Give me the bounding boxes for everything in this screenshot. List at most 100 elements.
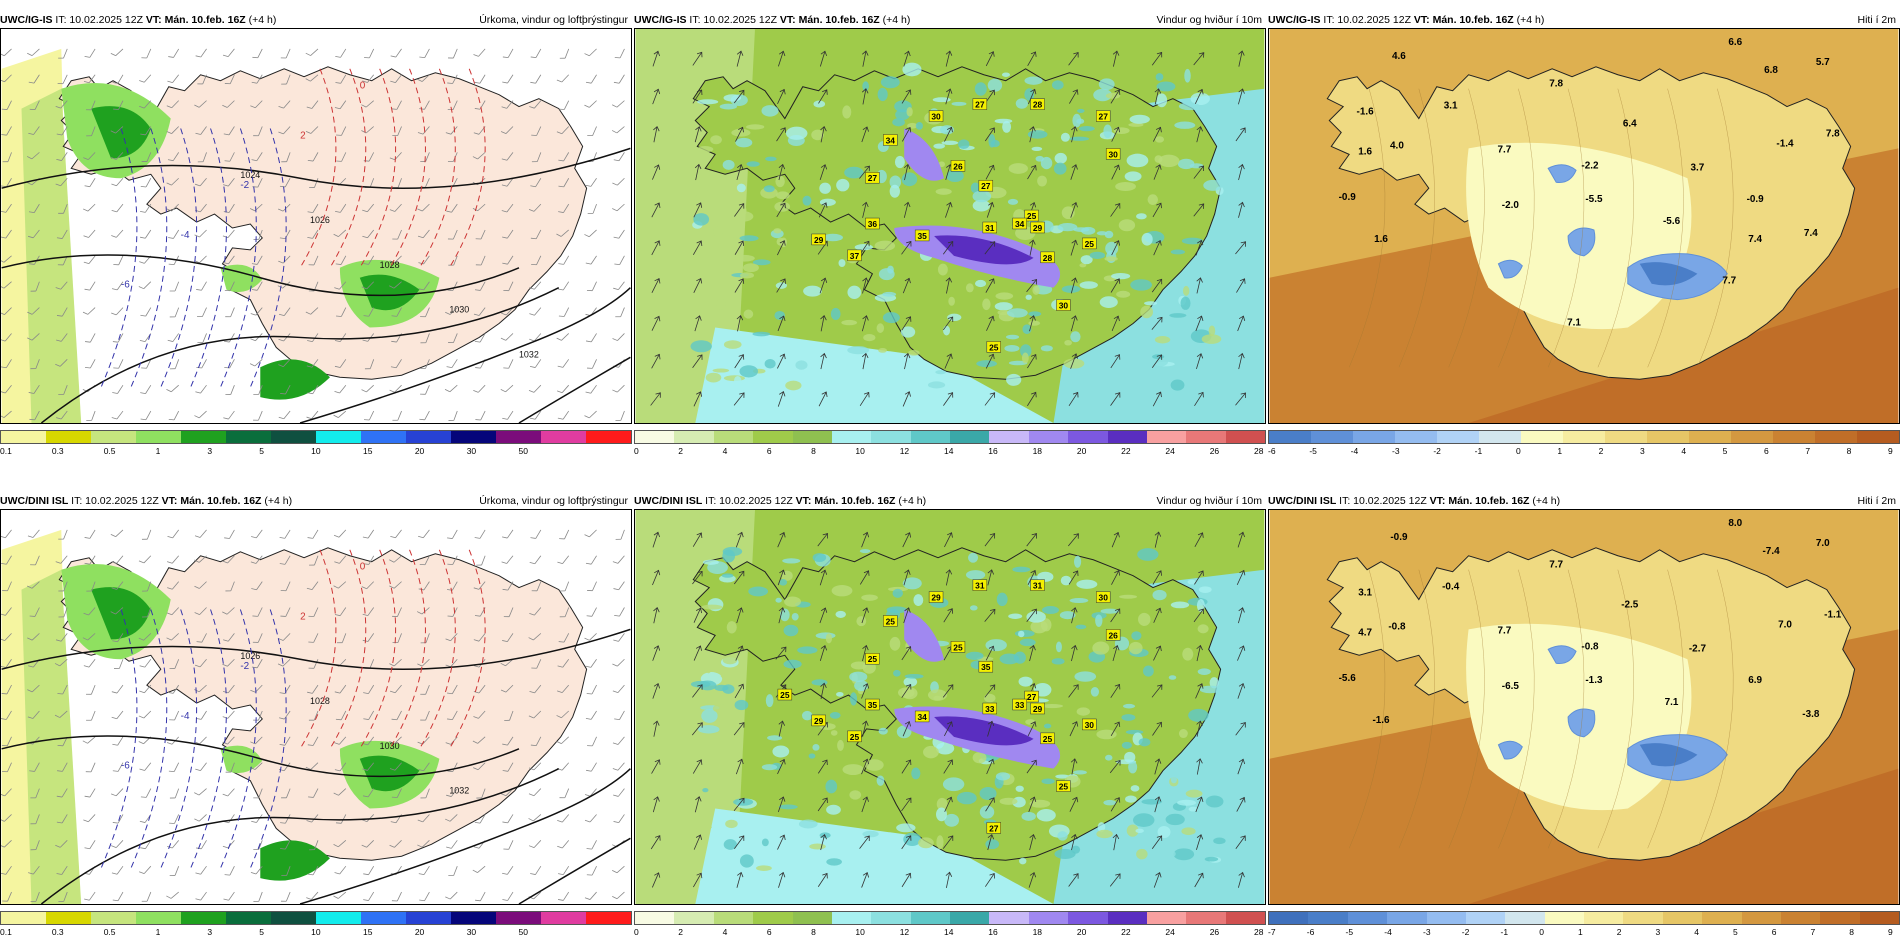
colorbar-tick-label: 15 [362,446,373,456]
wind-barb [476,555,486,566]
colorbar-swatch [1426,912,1466,924]
wind-speed-patch [1198,586,1212,593]
wind-barb [615,529,625,540]
wind-barb [167,333,180,342]
wind-speed-patch [941,140,959,145]
wind-speed-patch [1061,285,1081,293]
wind-barb [225,385,235,395]
svg-text:25: 25 [850,732,860,742]
wind-barb [111,788,124,797]
wind-barb [82,203,96,212]
wind-arrow [734,835,745,849]
wind-arrow [777,531,786,548]
wind-speed-patch [1136,848,1148,860]
wind-arrow [651,872,661,888]
wind-barb [1,307,12,315]
wind-barb [557,814,570,823]
wind-barb [559,581,570,592]
wind-barb [141,152,152,162]
wind-barb [1,203,12,213]
wind-speed-patch [1103,799,1117,806]
gust-value-badge: 26 [1105,629,1121,641]
wind-barb [1,48,12,57]
wind-speed-patch [1074,671,1097,682]
colorbar-swatch [1107,431,1147,443]
colorbar-swatch [1308,912,1348,924]
wind-speed-patch [836,691,844,697]
temperature-value: -2.7 [1689,643,1707,654]
wind-barb [529,684,542,694]
wind-barb [27,684,40,693]
wind-barb [390,48,402,58]
wind-arrow [1235,392,1246,406]
wind-arrow [693,391,703,407]
wind-speed-patch [694,193,710,204]
svg-text:29: 29 [1033,704,1043,714]
colorbar-tick-label: 50 [518,446,528,456]
forecast-map[interactable]: 4.6 6.6 5.7 6.8 -1.6 3.1 7.8 1.6 4.0 6.4 7.7 -1.4 7.… [1268,28,1900,424]
wind-speed-patch [1155,73,1164,81]
wind-barb [528,788,542,797]
wind-speed-patch [811,129,824,141]
wind-arrow [734,683,745,699]
wind-barb [84,788,96,798]
wind-speed-patch [757,857,765,866]
colorbar-tick-label: 26 [1209,446,1220,456]
wind-arrow [1194,532,1204,548]
wind-barb [251,659,263,669]
forecast-map[interactable]: 1024 1026 1028 1030 1032 0 2 -2 -4 -6 [0,28,632,424]
wind-arrow [859,835,870,849]
svg-text:25: 25 [868,654,878,664]
svg-text:35: 35 [868,700,878,710]
wind-arrow [1151,835,1163,849]
colorbar-swatch [635,912,675,924]
wind-barb [503,607,514,618]
wind-arrow [1027,569,1037,585]
temperature-value: -5.6 [1663,216,1681,227]
wind-barb [280,385,291,395]
land-outline [58,66,588,380]
wind-arrow [736,607,744,624]
wind-speed-patch [1143,665,1154,677]
temperature-label: -6 [121,761,130,772]
wind-barb [391,100,402,110]
colorbar-tick-label: -4 [1350,446,1359,456]
forecast-map[interactable]: 1026 1028 1030 1032 0 2 -2 -4 -6 [0,509,632,905]
wind-arrow [1111,126,1120,142]
temperature-value: 7.0 [1816,538,1830,549]
wind-arrow [778,163,786,181]
wind-barb [251,152,263,162]
wind-speed-patch [1053,162,1067,175]
forecast-map[interactable]: -0.9 8.0 7.0 -7.4 3.1 -0.4 7.7 4.7 -0.8 -2.5 7.7 7.… [1268,509,1900,905]
wind-speed-patch [812,553,827,563]
wind-arrow [652,88,661,105]
wind-speed-patch [783,659,802,669]
wind-speed-patch [882,291,897,297]
wind-speed-patch [1130,785,1140,792]
wind-speed-patch [892,118,905,127]
wind-barb [194,736,207,745]
wind-speed-patch [1022,324,1032,335]
wind-speed-patch [712,368,730,373]
gust-value-badge: 29 [1030,702,1045,715]
wind-arrow [1026,759,1037,774]
wind-barb [558,865,570,875]
forecast-map[interactable]: 34 30 27 27 26 27 28 25 27 30 28 29 35 36 34 31 29 25 37 30… [634,28,1266,424]
wind-barb [308,633,319,643]
wind-arrow [820,833,827,851]
wind-speed-patch [782,558,801,564]
wind-speed-patch [849,671,868,682]
wind-barb [305,74,319,82]
colorbar-swatch [1028,912,1069,924]
wind-arrow [1070,315,1078,332]
wind-arrow [987,833,995,851]
svg-text:31: 31 [975,581,985,591]
wind-barb [389,658,402,667]
wind-speed-patch [948,380,960,394]
forecast-map[interactable]: 25 29 31 25 25 35 31 27 30 26 25 29 34 35 33 33 29 30 25 25… [634,509,1266,905]
wind-barb [111,865,124,875]
wind-arrow [985,872,995,887]
wind-barb [584,633,597,641]
temperature-contour [220,609,257,869]
wind-speed-patch [838,259,846,268]
